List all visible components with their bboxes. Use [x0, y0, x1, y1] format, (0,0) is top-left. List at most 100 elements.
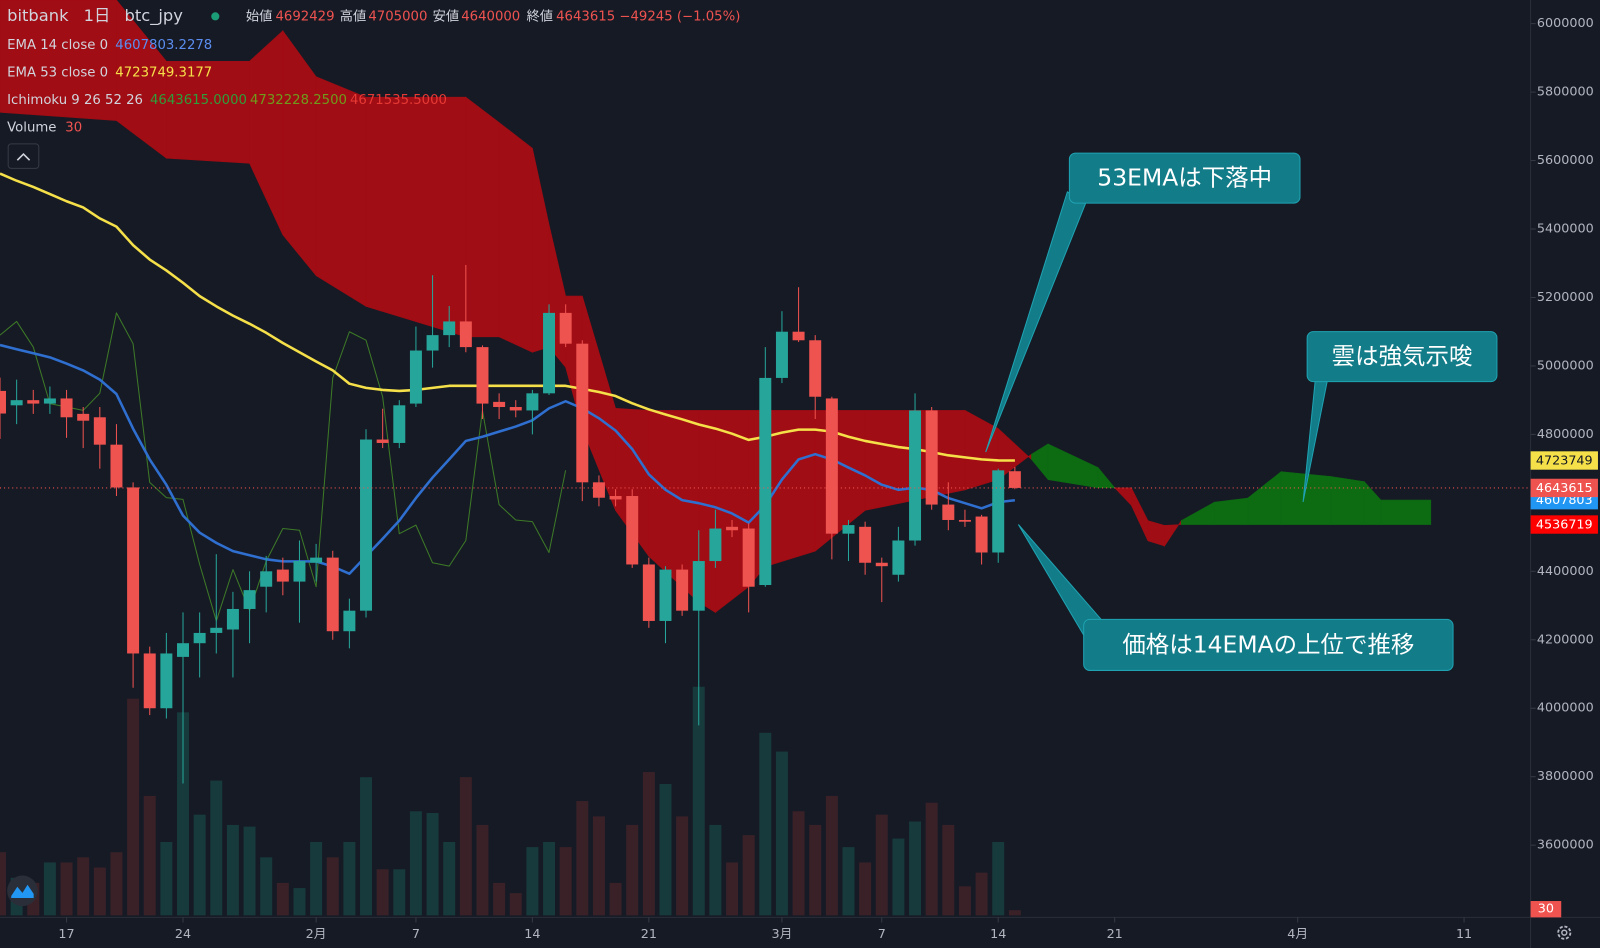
volume-bar [243, 826, 256, 916]
price-marker-label: 4536719 [1536, 518, 1593, 533]
candle-body [27, 400, 40, 404]
volume-bar [992, 841, 1005, 916]
volume-bar [77, 857, 90, 916]
lagging-span [0, 312, 567, 622]
collapse-button[interactable] [7, 143, 40, 169]
volume-bar [792, 811, 805, 916]
candle-body [127, 487, 140, 654]
y-tick-label: 5400000 [1537, 222, 1594, 237]
plot-area [0, 0, 1531, 916]
volume-bar [93, 867, 106, 916]
candle-body [692, 561, 705, 611]
candle-body [143, 653, 156, 709]
header-text: 4705000 [368, 9, 427, 24]
candle-body [859, 526, 872, 563]
callout-box [1068, 152, 1301, 204]
volume-marker [1530, 901, 1562, 918]
callout: 雲は強気示唆 [1302, 331, 1498, 503]
candle-body [576, 343, 589, 483]
candle-body [759, 377, 772, 586]
candle-body [276, 569, 289, 582]
candle-body [742, 528, 755, 587]
volume-bar [160, 841, 173, 916]
volume-bar [759, 732, 772, 916]
candle-body [659, 569, 672, 621]
volume-bar [875, 814, 888, 916]
volume-bar [559, 847, 572, 916]
candle-body [443, 321, 456, 336]
volume-bar [892, 838, 905, 916]
callout-box [1306, 331, 1498, 383]
candle-body [310, 557, 323, 563]
candle-body [842, 525, 855, 534]
volume-marker-label: 30 [1538, 902, 1554, 917]
candle-body [93, 417, 106, 445]
status-dot [211, 12, 220, 21]
candle-body [226, 608, 239, 630]
button-frame[interactable] [7, 143, 40, 169]
volume-bar [942, 824, 955, 916]
volume-bar [43, 862, 56, 916]
y-tick-label: 4800000 [1537, 427, 1594, 442]
candle-body [459, 321, 472, 348]
candle-body [293, 561, 306, 582]
volume-bar [409, 811, 422, 916]
cloud-segment [1214, 497, 1249, 525]
volume-bar [642, 772, 655, 916]
candle-body [559, 312, 572, 344]
volume-bar [509, 893, 522, 916]
y-tick-label: 5800000 [1537, 85, 1594, 100]
volume-bar [975, 872, 988, 916]
candle-body [326, 557, 339, 632]
cloud-segment [0, 0, 117, 121]
candle-body [243, 590, 256, 609]
gear-icon [1557, 925, 1572, 940]
volume-bar [909, 821, 922, 916]
logo-circle [7, 875, 38, 907]
candle-body [609, 496, 622, 500]
header-text: 始値 [246, 8, 273, 24]
candle-body [493, 401, 506, 408]
logo[interactable] [7, 875, 38, 907]
cloud-segment [498, 121, 533, 353]
logo-wave [11, 884, 34, 898]
settings-button[interactable] [1557, 925, 1572, 940]
x-tick-label: 2月 [306, 927, 327, 942]
volume-bar [576, 801, 589, 916]
y-tick-label: 4200000 [1537, 632, 1594, 647]
x-tick-label: 14 [524, 927, 540, 942]
candle-body [409, 350, 422, 404]
volume-bar [825, 795, 838, 916]
volume-bar [676, 816, 689, 916]
volume-bar [210, 780, 223, 916]
candle-body [393, 405, 406, 443]
cloud-segment [465, 96, 500, 338]
volume-bar [393, 869, 406, 916]
volume-bar [0, 852, 6, 916]
callout-box [1083, 618, 1454, 671]
volume-bar [842, 847, 855, 916]
volume-bar [609, 882, 622, 916]
chevron-icon [16, 152, 31, 161]
candle-body [193, 632, 206, 644]
volume-bar [726, 862, 739, 916]
legend-text: EMA 14 close 0 [7, 38, 108, 53]
volume-bar [692, 686, 705, 916]
volume-bar [276, 882, 289, 916]
x-tick-label: 21 [1107, 927, 1123, 942]
candle-body [177, 643, 189, 657]
candle-body [10, 400, 23, 406]
candle-body [909, 410, 922, 541]
candle-body [592, 482, 605, 498]
volume-bar [443, 841, 456, 916]
price-marker [1530, 451, 1598, 470]
volume-bar [742, 835, 755, 916]
x-tick-label: 11 [1456, 927, 1472, 942]
candle-body [642, 564, 655, 621]
y-tick-label: 4400000 [1537, 564, 1594, 579]
candle-body [975, 516, 988, 553]
candle-body [875, 562, 888, 567]
candle-body [992, 470, 1005, 553]
candle-body [0, 390, 6, 414]
